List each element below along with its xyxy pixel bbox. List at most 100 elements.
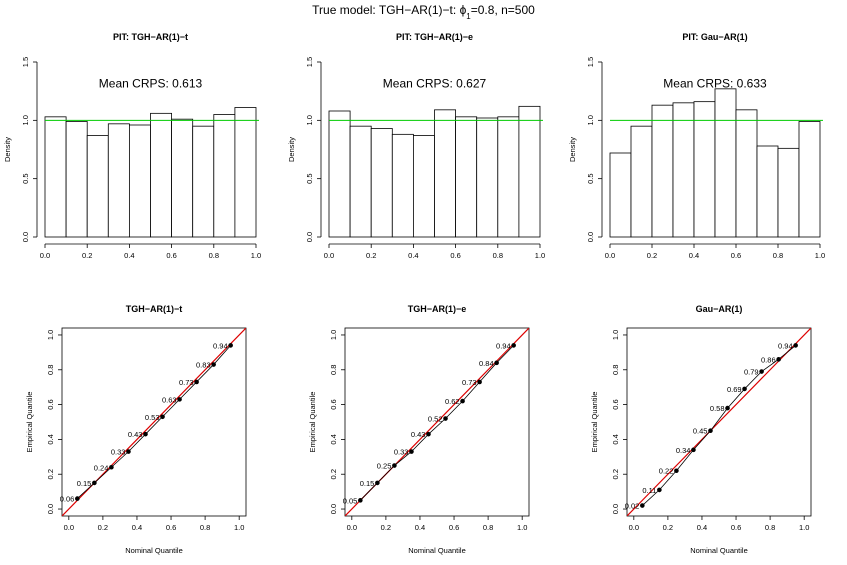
histogram-bar <box>65 121 88 238</box>
y-tick-label: 0.5 <box>305 173 314 183</box>
x-tick-label: 0.2 <box>98 523 108 532</box>
x-tick-label: 0.0 <box>629 523 639 532</box>
y-tick-label: 1.0 <box>46 330 55 340</box>
y-axis-label: Density <box>568 137 577 162</box>
qq-point <box>143 431 148 437</box>
qq-point <box>160 414 165 420</box>
mean-crps-label: Mean CRPS: 0.613 <box>99 77 203 91</box>
histogram-bar <box>455 116 478 238</box>
y-tick-label: 1.0 <box>611 330 620 340</box>
mean-crps-label: Mean CRPS: 0.633 <box>663 77 767 91</box>
histogram-bar <box>756 145 779 238</box>
qq-point-label: 0.58 <box>710 404 725 413</box>
qq-point <box>126 449 131 454</box>
histogram-bar <box>518 105 541 238</box>
histogram-bar <box>44 116 67 238</box>
qq-point-label: 0.43 <box>411 430 426 439</box>
pit-histogram-panel-1: PIT: TGH−AR(1)−t Mean CRPS: 0.613 0.0 0.2 0.… <box>3 32 261 260</box>
panel-title: TGH−AR(1)−t <box>126 304 183 314</box>
qq-point-label: 0.73 <box>462 378 477 387</box>
x-tick-label: 0.6 <box>731 251 741 260</box>
qq-point-label: 0.86 <box>761 355 776 364</box>
histogram-bar <box>714 88 737 238</box>
y-tick-label: 0.4 <box>611 434 620 444</box>
y-tick-label: 0.2 <box>46 469 55 479</box>
qq-point <box>793 343 798 348</box>
y-tick-label: 1.5 <box>305 57 314 67</box>
histogram-bar <box>328 110 351 238</box>
panel-title: Gau−AR(1) <box>696 304 743 314</box>
histogram-bar <box>370 128 393 238</box>
y-tick-label: 0.8 <box>46 365 55 375</box>
x-tick-label: 0.4 <box>697 523 707 532</box>
qq-point-label: 0.24 <box>94 463 109 472</box>
panel-title: PIT: TGH−AR(1)−e <box>396 32 473 42</box>
x-tick-label: 1.0 <box>535 251 545 260</box>
qq-point-label: 0.52 <box>428 415 443 424</box>
y-tick-label: 0.6 <box>329 399 338 409</box>
x-tick-label: 0.2 <box>82 251 92 260</box>
histogram-bar <box>349 125 372 238</box>
x-tick-label: 0.2 <box>381 523 391 532</box>
qq-series-line <box>77 345 231 499</box>
qq-point-label: 0.62 <box>445 397 460 406</box>
pit-histogram-panel-2: PIT: TGH−AR(1)−e Mean CRPS: 0.627 0.0 0.2 0.… <box>287 32 545 260</box>
y-tick-label: 1.0 <box>21 115 30 125</box>
panel-title: PIT: Gau−AR(1) <box>682 32 747 42</box>
y-tick-label: 0.4 <box>329 434 338 444</box>
y-tick-label: 0.5 <box>21 173 30 183</box>
x-tick-label: 0.0 <box>64 523 74 532</box>
qq-point <box>194 379 199 385</box>
qq-point-label: 0.45 <box>693 427 708 436</box>
y-axis-label: Empirical Quantile <box>25 392 34 453</box>
qq-point <box>657 487 662 493</box>
plot-frame <box>61 327 247 517</box>
x-tick-label: 0.6 <box>450 251 460 260</box>
qq-series-line <box>360 345 514 501</box>
y-tick-label: 0.0 <box>46 504 55 514</box>
qq-point-label: 0.73 <box>179 378 194 387</box>
x-tick-label: 1.0 <box>517 523 527 532</box>
x-tick-label: 0.4 <box>415 523 425 532</box>
qq-point-label: 0.11 <box>642 486 656 495</box>
x-tick-label: 0.0 <box>347 523 357 532</box>
y-axis-label: Density <box>287 137 296 162</box>
y-tick-label: 0.4 <box>46 434 55 444</box>
panel-title: TGH−AR(1)−e <box>408 304 467 314</box>
x-tick-label: 0.6 <box>166 523 176 532</box>
qq-point <box>177 397 182 402</box>
x-tick-label: 0.2 <box>366 251 376 260</box>
y-axis-label: Empirical Quantile <box>590 392 599 453</box>
x-tick-label: 0.0 <box>605 251 615 260</box>
qq-point <box>640 503 645 508</box>
qq-point <box>109 464 114 470</box>
qq-point <box>708 428 713 434</box>
qq-point-label: 0.53 <box>145 413 160 422</box>
panel-title: PIT: TGH−AR(1)−t <box>113 32 188 42</box>
x-tick-label: 0.8 <box>493 251 503 260</box>
qq-point <box>477 379 482 385</box>
qq-plot-panel-3: Gau−AR(1) 0.020.11 0.22 0.34 0.45 0.58 0.690.7… <box>590 304 812 555</box>
x-axis-label: Nominal Quantile <box>408 546 466 555</box>
x-tick-label: 0.4 <box>408 251 418 260</box>
y-tick-label: 0.6 <box>46 399 55 409</box>
qq-plot-panel-1: TGH−AR(1)−t0.060.150.240.330.430.530.630… <box>25 304 247 555</box>
x-tick-label: 0.4 <box>689 251 699 260</box>
qq-point <box>443 416 448 421</box>
y-tick-label: 1.5 <box>21 57 30 67</box>
qq-point-label: 0.83 <box>196 361 211 370</box>
y-tick-label: 1.0 <box>305 115 314 125</box>
histogram-bar <box>798 121 821 238</box>
qq-point-label: 0.02 <box>625 502 640 511</box>
figure-suptitle: True model: TGH−AR(1)−t: ϕ1=0.8, n=500 <box>312 3 535 21</box>
qq-point-label: 0.15 <box>77 479 92 488</box>
qq-point-label: 0.25 <box>377 462 392 471</box>
y-tick-label: 0.0 <box>21 232 30 242</box>
qq-point-label: 0.05 <box>343 496 358 505</box>
qq-point <box>375 480 380 486</box>
histogram-bar <box>497 116 520 238</box>
histogram-bar <box>234 107 257 238</box>
y-tick-label: 0.0 <box>305 232 314 242</box>
x-tick-label: 0.0 <box>40 251 50 260</box>
qq-point <box>674 468 679 474</box>
